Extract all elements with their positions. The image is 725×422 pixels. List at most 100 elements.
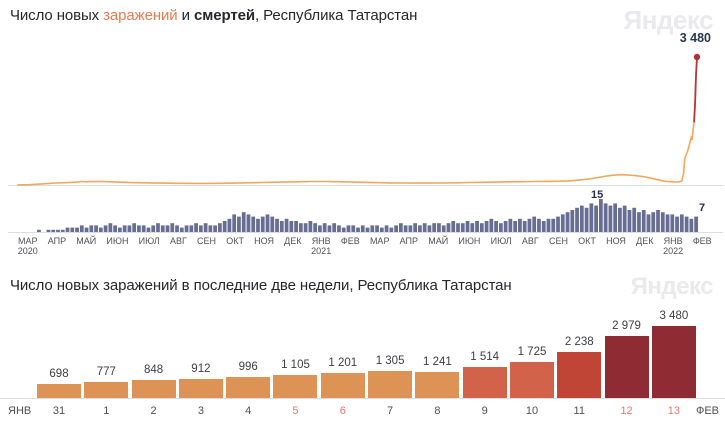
deaths-bar[interactable]	[494, 221, 498, 232]
deaths-bar[interactable]	[637, 212, 641, 232]
deaths-bar[interactable]	[208, 225, 213, 232]
deaths-bar[interactable]	[365, 227, 370, 232]
deaths-bar[interactable]	[256, 218, 260, 232]
deaths-bar[interactable]	[675, 216, 679, 232]
deaths-bar[interactable]	[427, 225, 432, 232]
daily-cases-bar[interactable]	[131, 380, 176, 398]
deaths-bar[interactable]	[118, 227, 122, 232]
deaths-bar[interactable]	[313, 223, 318, 232]
deaths-bar[interactable]	[218, 223, 222, 232]
two-weeks-bar-chart[interactable]: 698 31 777 1 848 2 912 3 996 4 1 105 5 1 201 6 1 305 7 1…	[37, 310, 696, 417]
deaths-bar[interactable]	[184, 225, 189, 232]
deaths-bar[interactable]	[89, 225, 94, 232]
deaths-bar[interactable]	[546, 218, 551, 232]
deaths-bar[interactable]	[570, 210, 575, 232]
deaths-bar[interactable]	[203, 223, 208, 232]
deaths-bar[interactable]	[622, 205, 627, 232]
daily-cases-bar[interactable]	[415, 372, 460, 398]
deaths-bar[interactable]	[227, 218, 232, 232]
deaths-bar[interactable]	[508, 218, 513, 232]
deaths-bar[interactable]	[618, 207, 622, 232]
deaths-bar[interactable]	[46, 229, 51, 232]
deaths-bar[interactable]	[318, 225, 322, 232]
deaths-bar[interactable]	[418, 225, 422, 232]
deaths-bar[interactable]	[327, 225, 332, 232]
deaths-bar[interactable]	[146, 227, 151, 232]
deaths-bar[interactable]	[613, 203, 618, 232]
daily-cases-bar[interactable]	[462, 367, 507, 398]
deaths-bar[interactable]	[346, 225, 351, 232]
deaths-bar[interactable]	[341, 227, 346, 232]
deaths-bar[interactable]	[437, 223, 441, 232]
deaths-bar[interactable]	[646, 214, 651, 232]
deaths-bar[interactable]	[651, 212, 656, 232]
deaths-bar[interactable]	[113, 225, 117, 232]
deaths-bar[interactable]	[79, 225, 84, 232]
deaths-bar[interactable]	[60, 229, 65, 232]
deaths-bar[interactable]	[603, 203, 608, 232]
deaths-bar[interactable]	[513, 221, 518, 232]
daily-cases-bar[interactable]	[557, 352, 602, 398]
deaths-bar[interactable]	[322, 223, 327, 232]
deaths-bar[interactable]	[251, 216, 256, 232]
deaths-bar[interactable]	[441, 225, 446, 232]
daily-cases-bar[interactable]	[178, 379, 223, 398]
deaths-bar[interactable]	[275, 218, 279, 232]
deaths-bar[interactable]	[303, 223, 308, 232]
deaths-bar[interactable]	[537, 218, 541, 232]
deaths-bar[interactable]	[451, 221, 456, 232]
deaths-bar[interactable]	[589, 203, 594, 232]
deaths-bar[interactable]	[484, 221, 489, 232]
deaths-bar[interactable]	[360, 225, 365, 232]
deaths-bar[interactable]	[75, 227, 79, 232]
deaths-bar[interactable]	[284, 218, 289, 232]
deaths-bar[interactable]	[556, 216, 560, 232]
daily-cases-bar[interactable]	[509, 362, 554, 398]
deaths-bar[interactable]	[503, 221, 508, 232]
deaths-bar[interactable]	[665, 214, 670, 232]
deaths-bar[interactable]	[660, 212, 665, 232]
deaths-bar[interactable]	[337, 225, 341, 232]
deaths-bar[interactable]	[470, 223, 475, 232]
deaths-bar[interactable]	[489, 218, 494, 232]
deaths-bar[interactable]	[632, 207, 637, 232]
deaths-bar[interactable]	[279, 221, 284, 232]
deaths-bar[interactable]	[198, 225, 203, 232]
deaths-bar[interactable]	[237, 216, 241, 232]
daily-cases-bar[interactable]	[368, 371, 413, 398]
deaths-bar[interactable]	[394, 225, 398, 232]
daily-cases-bar[interactable]	[320, 373, 365, 398]
deaths-bar[interactable]	[98, 227, 103, 232]
deaths-bar[interactable]	[308, 221, 313, 232]
deaths-bar[interactable]	[446, 223, 451, 232]
deaths-bar[interactable]	[594, 205, 598, 232]
deaths-bar[interactable]	[518, 218, 522, 232]
daily-cases-bar[interactable]	[604, 336, 649, 398]
deaths-bar[interactable]	[194, 223, 198, 232]
deaths-bar[interactable]	[522, 221, 527, 232]
deaths-bar[interactable]	[289, 221, 294, 232]
deaths-bar[interactable]	[408, 225, 413, 232]
deaths-bar[interactable]	[565, 212, 570, 232]
deaths-bar[interactable]	[694, 216, 698, 232]
infections-line[interactable]	[17, 56, 698, 186]
deaths-bar[interactable]	[656, 210, 660, 232]
deaths-bar[interactable]	[189, 225, 194, 232]
deaths-bar[interactable]	[137, 225, 141, 232]
deaths-bar[interactable]	[132, 223, 137, 232]
daily-cases-bar[interactable]	[651, 326, 696, 398]
deaths-bar[interactable]	[551, 218, 556, 232]
deaths-bar[interactable]	[413, 223, 418, 232]
deaths-bar[interactable]	[108, 223, 113, 232]
deaths-bar[interactable]	[684, 216, 689, 232]
deaths-bar[interactable]	[51, 229, 56, 232]
deaths-bar[interactable]	[460, 223, 465, 232]
deaths-bar[interactable]	[122, 225, 127, 232]
deaths-bar[interactable]	[241, 212, 246, 232]
deaths-bar[interactable]	[422, 223, 427, 232]
daily-cases-bar[interactable]	[37, 384, 81, 398]
deaths-bar[interactable]	[398, 223, 403, 232]
deaths-bar[interactable]	[432, 223, 437, 232]
deaths-bar[interactable]	[65, 227, 70, 232]
deaths-bar[interactable]	[356, 227, 360, 232]
